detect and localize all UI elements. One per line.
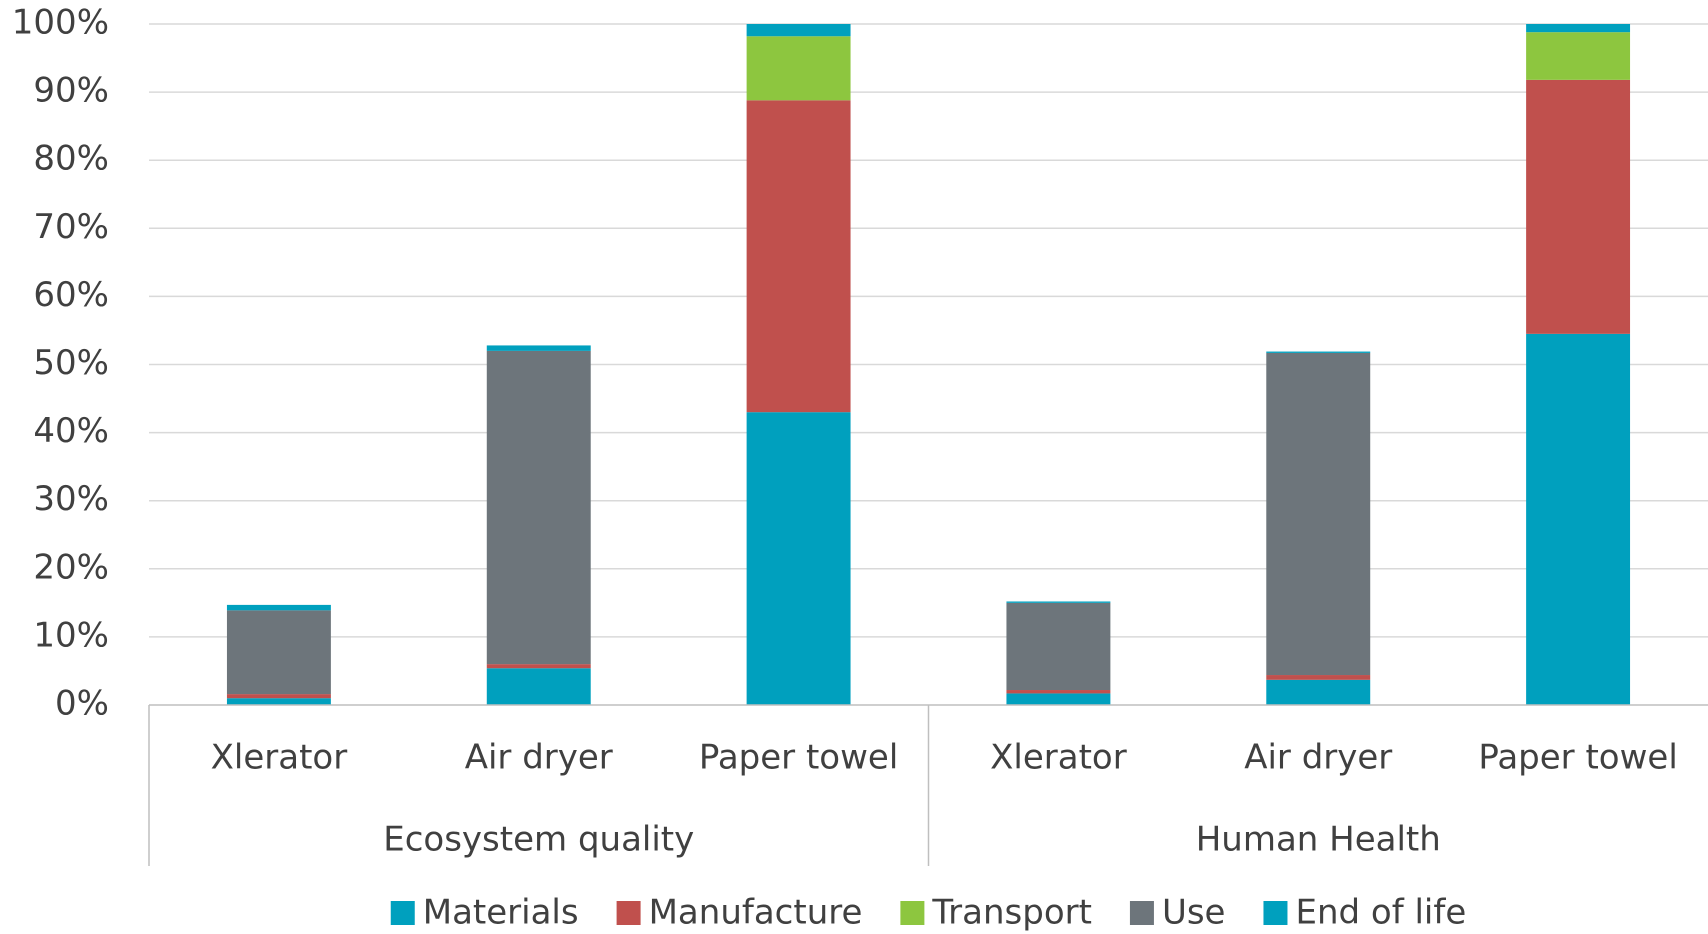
- bar-segment: [746, 100, 851, 413]
- x-tick-label: Air dryer: [1244, 738, 1392, 778]
- legend-label: End of life: [1295, 893, 1466, 933]
- bar-segment: [1006, 602, 1111, 691]
- bar-segment: [226, 698, 331, 705]
- y-tick-label: 100%: [12, 3, 109, 43]
- bar-segment: [1266, 675, 1371, 680]
- y-tick-label: 70%: [33, 207, 109, 247]
- legend-swatch: [390, 901, 415, 925]
- legend-label: Use: [1162, 893, 1226, 933]
- bar-segment: [1266, 351, 1371, 353]
- bar-segment: [1006, 601, 1111, 603]
- y-tick-label: 60%: [33, 275, 109, 315]
- bar-segment: [1526, 32, 1631, 80]
- legend-label: Manufacture: [649, 893, 863, 933]
- bar-segment: [486, 664, 591, 669]
- legend-label: Materials: [423, 893, 579, 933]
- legend-label: Transport: [931, 893, 1092, 933]
- y-tick-label: 0%: [55, 684, 109, 724]
- bar-segment: [226, 694, 331, 699]
- bar-segment: [746, 24, 851, 37]
- bar-segment: [746, 412, 851, 705]
- x-tick-label: Paper towel: [1478, 738, 1677, 778]
- legend-swatch: [1129, 901, 1154, 925]
- y-tick-label: 10%: [33, 615, 109, 655]
- y-tick-label: 90%: [33, 71, 109, 111]
- bar-segment: [1006, 693, 1111, 705]
- y-tick-label: 80%: [33, 139, 109, 179]
- bar-segment: [746, 36, 851, 101]
- group-label: Ecosystem quality: [383, 820, 694, 860]
- legend-swatch: [616, 901, 641, 925]
- y-tick-label: 50%: [33, 343, 109, 383]
- y-tick-label: 40%: [33, 411, 109, 451]
- bar-segment: [486, 345, 591, 351]
- bar-segment: [1266, 352, 1371, 676]
- bar-segment: [1266, 679, 1371, 705]
- bar-segment: [1526, 333, 1631, 705]
- legend-swatch: [900, 901, 925, 925]
- legend-swatch: [1263, 901, 1288, 925]
- x-tick-label: Air dryer: [465, 738, 613, 778]
- bar-segment: [486, 350, 591, 665]
- bar-segment: [1006, 690, 1111, 694]
- x-tick-label: Paper towel: [699, 738, 898, 778]
- x-tick-label: Xlerator: [211, 738, 348, 778]
- bar-segment: [486, 668, 591, 705]
- group-label: Human Health: [1196, 820, 1441, 860]
- bar-segment: [226, 604, 331, 611]
- x-tick-label: Xlerator: [990, 738, 1127, 778]
- bar-segment: [226, 610, 331, 695]
- bar-segment: [1526, 24, 1631, 33]
- y-tick-label: 20%: [33, 547, 109, 587]
- y-tick-label: 30%: [33, 479, 109, 519]
- bar-segment: [1526, 79, 1631, 334]
